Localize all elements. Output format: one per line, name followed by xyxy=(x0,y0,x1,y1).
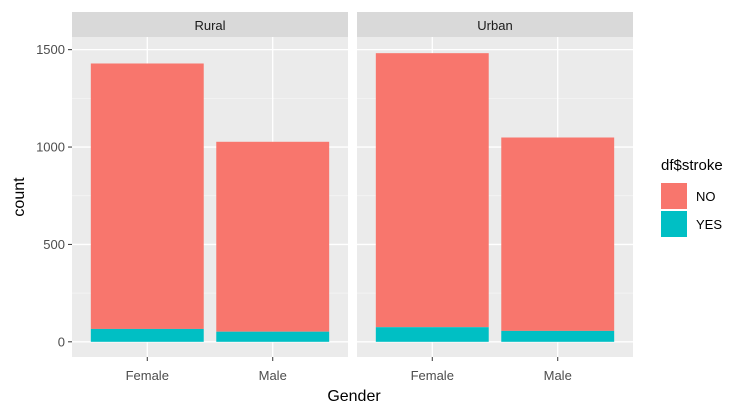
bar-no-rural-female xyxy=(90,63,204,329)
legend-title: df$stroke xyxy=(661,157,723,174)
x-axis: Female Male Female Male xyxy=(126,357,572,383)
y-tick-label: 1500 xyxy=(36,42,65,57)
legend-label-yes: YES xyxy=(696,217,722,232)
bar-no-urban-female xyxy=(375,53,489,328)
facet-panel-urban: Urban xyxy=(357,12,633,357)
x-tick-label: Male xyxy=(544,368,572,383)
facet-strip-label: Rural xyxy=(194,18,225,33)
facet-strip-label: Urban xyxy=(477,18,512,33)
bar-yes-rural-female xyxy=(90,328,204,342)
bar-no-rural-male xyxy=(216,141,330,332)
bar-yes-urban-male xyxy=(501,330,615,342)
legend: df$stroke NO YES xyxy=(661,157,723,237)
y-tick-label: 0 xyxy=(58,334,65,349)
facet-strip-rural xyxy=(72,12,348,37)
y-axis: 0 500 1000 1500 xyxy=(36,42,72,349)
x-axis-title: Gender xyxy=(327,388,381,405)
legend-key-no xyxy=(661,183,687,209)
legend-key-yes xyxy=(661,211,687,237)
bar-yes-urban-female xyxy=(375,327,489,342)
facet-panels: Rural Urban xyxy=(72,12,633,357)
bar-no-urban-male xyxy=(501,137,615,331)
x-tick-label: Female xyxy=(411,368,454,383)
x-tick-label: Male xyxy=(259,368,287,383)
legend-label-no: NO xyxy=(696,189,716,204)
y-axis-title: count xyxy=(11,177,28,217)
y-tick-label: 500 xyxy=(43,237,65,252)
x-tick-label: Female xyxy=(126,368,169,383)
bar-yes-rural-male xyxy=(216,331,330,342)
y-tick-label: 1000 xyxy=(36,140,65,155)
facet-panel-rural: Rural xyxy=(72,12,348,357)
facet-strip-urban xyxy=(357,12,633,37)
